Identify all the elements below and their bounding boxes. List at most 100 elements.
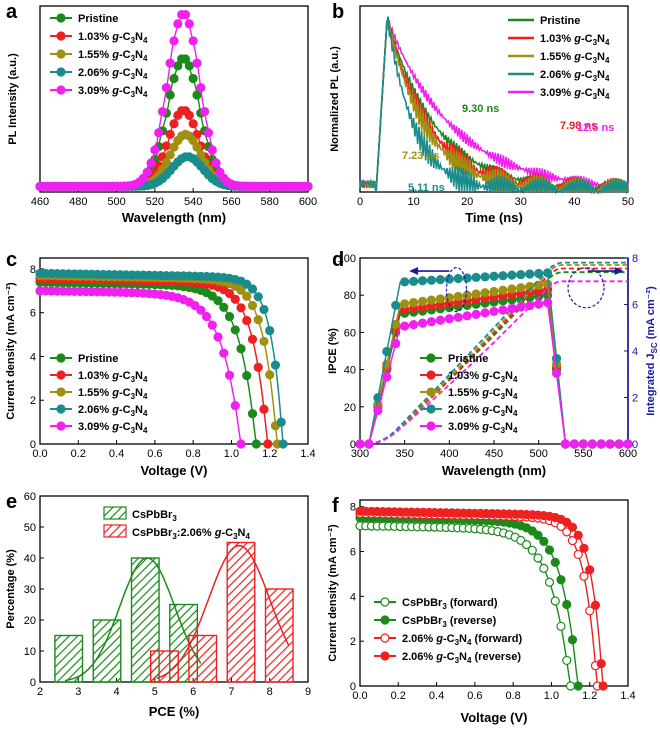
data-point xyxy=(550,596,560,606)
data-point xyxy=(400,277,410,287)
data-point xyxy=(263,439,273,449)
x-tick-label: 4 xyxy=(114,686,120,698)
data-point xyxy=(165,150,175,160)
y-tick-label: 10 xyxy=(24,646,36,658)
data-point xyxy=(192,142,202,152)
x-tick-label: 400 xyxy=(440,448,458,460)
data-point xyxy=(533,530,543,540)
data-point xyxy=(462,290,472,300)
data-point xyxy=(573,681,583,691)
y-tick-label: 8 xyxy=(350,502,356,514)
data-point xyxy=(605,439,615,449)
y-axis-label: IPCE (%) xyxy=(327,328,339,374)
x-tick-label: 1.4 xyxy=(620,690,635,702)
data-point xyxy=(533,553,543,563)
y-tick-label: 50 xyxy=(24,522,36,534)
y-tick-label: 60 xyxy=(344,327,356,339)
y-tick-label: 0 xyxy=(350,439,356,451)
y-tick-label: 30 xyxy=(24,584,36,596)
data-point xyxy=(435,294,445,304)
panel-c: 0.0 0.2 0.4 0.6 0.8 1.0 1.2 1.4 0 2 4 6 8 Voltage (V)… xyxy=(5,257,316,478)
data-point xyxy=(213,332,223,342)
data-point xyxy=(556,575,566,585)
data-point xyxy=(200,106,210,117)
data-point xyxy=(196,305,206,315)
x-tick-label: 0.6 xyxy=(467,690,482,702)
series-line xyxy=(40,274,279,445)
legend-label: 2.06% g-C3N4 xyxy=(540,69,610,83)
data-point xyxy=(169,36,179,46)
data-point xyxy=(192,90,202,100)
legend-label: Pristine xyxy=(78,13,118,25)
data-point xyxy=(265,370,275,380)
y-tick-label: 80 xyxy=(344,290,356,302)
y-tick-label: 4 xyxy=(350,591,356,603)
x-tick-label: 10 xyxy=(407,196,419,208)
data-point xyxy=(426,317,437,327)
legend-marker xyxy=(56,387,66,397)
legend-label: 2.06% g-C3N4 (reverse) xyxy=(402,651,521,665)
data-point xyxy=(525,269,535,279)
data-point xyxy=(236,344,246,354)
highlight-ellipse xyxy=(445,267,468,313)
integrated-jsc-line xyxy=(360,261,628,445)
y-axis-label: Current density (mA cm⁻²) xyxy=(5,282,17,420)
x-tick-label: 0.6 xyxy=(147,448,162,460)
data-point xyxy=(596,658,606,669)
legend-label: 2.06% g-C3N4 xyxy=(78,404,148,418)
data-point xyxy=(207,320,217,330)
data-point xyxy=(573,530,583,540)
data-point xyxy=(409,320,419,330)
data-point xyxy=(417,318,428,328)
x-tick-label: 20 xyxy=(461,196,473,208)
legend-marker xyxy=(56,421,66,431)
legend-label: 1.03% g-C3N4 xyxy=(448,370,518,384)
data-point xyxy=(409,298,419,308)
panel-f: 0.0 0.2 0.4 0.6 0.8 1.0 1.2 1.4 0 2 4 6 8 Voltage (V)… xyxy=(327,499,636,725)
x-tick-label: 460 xyxy=(31,196,49,208)
data-point xyxy=(462,273,472,283)
y-tick-label: 100 xyxy=(338,253,356,265)
data-point xyxy=(567,536,578,546)
x-tick-label: 1.2 xyxy=(582,690,597,702)
data-point xyxy=(544,545,555,555)
legend-marker xyxy=(380,615,390,625)
histogram-bar xyxy=(188,634,218,683)
data-point xyxy=(373,405,383,416)
histogram-bar xyxy=(149,650,179,683)
data-point xyxy=(573,549,583,560)
data-point xyxy=(585,565,595,575)
data-point xyxy=(184,110,194,120)
legend-label: Pristine xyxy=(448,353,488,365)
y-tick-label: 0 xyxy=(350,681,356,693)
x-tick-label: 3 xyxy=(75,686,81,698)
data-point xyxy=(219,348,229,358)
x-tick-label: 0.2 xyxy=(71,448,86,460)
data-point xyxy=(188,36,198,46)
right-y-axis-label: Integrated JSC (mA cm⁻²) xyxy=(645,286,659,416)
y-axis-label: Percentage (%) xyxy=(5,549,17,629)
x-tick-label: 540 xyxy=(184,196,202,208)
legend-marker xyxy=(56,49,66,59)
data-point xyxy=(544,577,555,587)
lifetime-annotation: 7.23 ns xyxy=(402,150,439,162)
legend-swatch xyxy=(103,506,127,520)
x-tick-label: 550 xyxy=(574,448,592,460)
x-tick-label: 7 xyxy=(228,686,234,698)
data-point xyxy=(539,536,549,546)
panel-b: 0 10 20 30 40 50 9.30 ns 7.98 ns 7.23 ns 5.11 ns 1… xyxy=(329,5,634,225)
data-point xyxy=(539,563,549,573)
data-point xyxy=(230,401,240,411)
x-tick-label: 1.0 xyxy=(544,690,559,702)
data-point xyxy=(489,306,499,317)
data-point xyxy=(598,681,608,691)
data-point xyxy=(567,522,578,532)
y-tick-label: 6 xyxy=(30,308,36,320)
data-point xyxy=(224,370,235,380)
legend-label: 1.55% g-C3N4 xyxy=(540,51,610,65)
data-point xyxy=(247,334,258,344)
data-point xyxy=(587,439,597,449)
data-point xyxy=(507,303,517,314)
x-tick-label: 580 xyxy=(261,196,279,208)
data-point xyxy=(480,288,490,298)
